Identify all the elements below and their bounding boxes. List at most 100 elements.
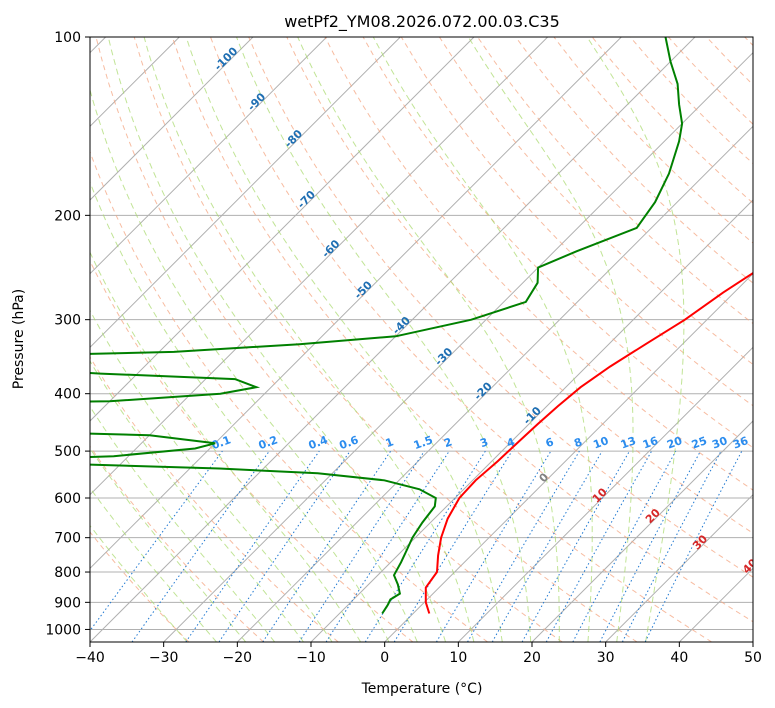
x-axis-title: Temperature (°C) xyxy=(361,681,483,697)
isotherm-line xyxy=(90,37,328,275)
x-tick-label: 40 xyxy=(670,650,688,666)
dry-adiabat-line xyxy=(553,37,753,244)
dry-adiabat-line xyxy=(744,37,753,47)
dry-adiabat-line xyxy=(171,37,712,642)
mixing-ratio-label: 25 xyxy=(690,434,709,451)
dry-adiabat-line xyxy=(210,37,753,623)
mixing-ratio-label: 0.6 xyxy=(338,433,361,452)
mixing-ratio-label: 0.2 xyxy=(257,433,280,452)
mixing-ratio-label: 1 xyxy=(384,435,396,450)
mixing-ratio-line xyxy=(545,450,653,642)
dry-adiabat-line xyxy=(515,37,753,284)
isotherm-line xyxy=(90,37,254,201)
isotherm-label: -90 xyxy=(245,90,268,113)
y-tick-label: 1000 xyxy=(45,622,81,638)
y-tick-label: 200 xyxy=(54,208,81,224)
isotherm-line xyxy=(384,272,753,642)
temperature-profile xyxy=(424,271,753,614)
x-tick-label: 30 xyxy=(597,650,615,666)
x-tick-label: 0 xyxy=(380,650,389,666)
mixing-ratio-label: 16 xyxy=(641,434,660,452)
isotherm-line xyxy=(90,37,475,422)
isotherm-label: 40 xyxy=(740,556,760,576)
dry-adiabat-line xyxy=(90,445,264,642)
moist-adiabat-line xyxy=(90,309,333,642)
mixing-ratio-label: 0.1 xyxy=(210,433,233,452)
mixing-ratio-label: 20 xyxy=(665,434,684,452)
y-tick-label: 600 xyxy=(54,491,81,507)
mixing-ratio-line xyxy=(599,450,701,642)
moist-adiabat-line xyxy=(467,37,634,642)
mixing-ratio-label: 1.5 xyxy=(412,433,435,452)
isotherm-label: 30 xyxy=(690,532,710,552)
x-tick-label: −10 xyxy=(296,650,326,666)
isotherm-label: -50 xyxy=(352,278,375,301)
mixing-ratio-line xyxy=(435,450,552,642)
x-tick-label: −30 xyxy=(149,650,179,666)
dry-adiabat-line xyxy=(90,150,488,642)
moist-adiabat-line xyxy=(185,37,503,642)
dry-adiabat-line xyxy=(133,37,638,642)
mixing-ratio-line xyxy=(644,450,743,642)
moist-adiabat-line xyxy=(586,37,685,642)
dry-adiabat-line xyxy=(95,37,563,642)
moist-adiabat-line xyxy=(90,405,276,642)
mixing-ratio-label: 3 xyxy=(478,435,490,450)
isotherm-line xyxy=(90,37,401,349)
mixing-ratio-label: 10 xyxy=(591,434,610,452)
chart-title: wetPf2_YM08.2026.072.00.03.C35 xyxy=(284,12,560,32)
moist-adiabat-line xyxy=(90,88,418,642)
isotherm-line xyxy=(457,346,753,642)
y-tick-label: 300 xyxy=(54,313,81,329)
y-tick-label: 400 xyxy=(54,387,81,403)
y-tick-label: 500 xyxy=(54,444,81,460)
moist-adiabat-line xyxy=(90,487,217,642)
mixing-ratio-line xyxy=(90,450,223,632)
mixing-ratio-label: 6 xyxy=(544,435,556,450)
mixing-ratio-label: 0.4 xyxy=(307,433,330,452)
moist-adiabat-line xyxy=(90,447,247,642)
mixing-ratio-line xyxy=(325,450,450,642)
x-tick-label: 10 xyxy=(449,650,467,666)
moist-adiabat-line xyxy=(90,360,304,642)
dry-adiabat-line xyxy=(668,37,753,125)
isotherm-label: -30 xyxy=(432,345,455,368)
isotherm-label: -70 xyxy=(295,188,318,211)
mixing-ratio-line xyxy=(218,450,351,642)
isotherm-line xyxy=(605,493,753,642)
moist-adiabat-line xyxy=(297,37,560,642)
mixing-ratio-label: 8 xyxy=(572,435,584,450)
dry-adiabat-line xyxy=(90,356,339,642)
moist-adiabat-line xyxy=(372,37,593,642)
isotherm-label: 20 xyxy=(643,506,663,526)
y-tick-label: 100 xyxy=(54,30,81,46)
isotherm-line xyxy=(236,125,753,642)
moist-adiabat-line xyxy=(90,524,188,642)
mixing-ratio-label: 30 xyxy=(710,434,729,452)
y-tick-label: 900 xyxy=(54,595,81,611)
mixing-ratio-line xyxy=(131,450,270,642)
moist-adiabat-line xyxy=(236,37,532,642)
isotherm-line xyxy=(531,420,753,642)
x-tick-label: −20 xyxy=(223,650,253,666)
mixing-ratio-line xyxy=(521,450,630,642)
isotherm-line xyxy=(678,567,753,642)
isotherm-line xyxy=(163,51,753,642)
x-tick-label: −40 xyxy=(75,650,105,666)
mixing-ratio-line xyxy=(185,450,320,642)
plot-area: 0.1 0.2 0.4 0.6 1 1.5 2 3 4 6 8 10 13 16 20 25 30 36-100-… xyxy=(90,37,760,642)
isotherm-line xyxy=(90,37,622,570)
mixing-ratio-line xyxy=(572,450,677,642)
x-tick-label: 20 xyxy=(523,650,541,666)
mixing-ratio-label: 2 xyxy=(442,435,454,450)
moist-adiabat-line xyxy=(143,37,475,642)
mixing-ratio-line xyxy=(467,450,580,642)
moist-adiabat-line xyxy=(107,37,447,642)
mixing-ratio-line xyxy=(393,450,513,642)
dry-adiabat-line xyxy=(438,37,753,366)
isotherm-line xyxy=(90,37,549,496)
isotherm-line xyxy=(90,37,696,642)
dewpoint-profile xyxy=(90,37,684,615)
